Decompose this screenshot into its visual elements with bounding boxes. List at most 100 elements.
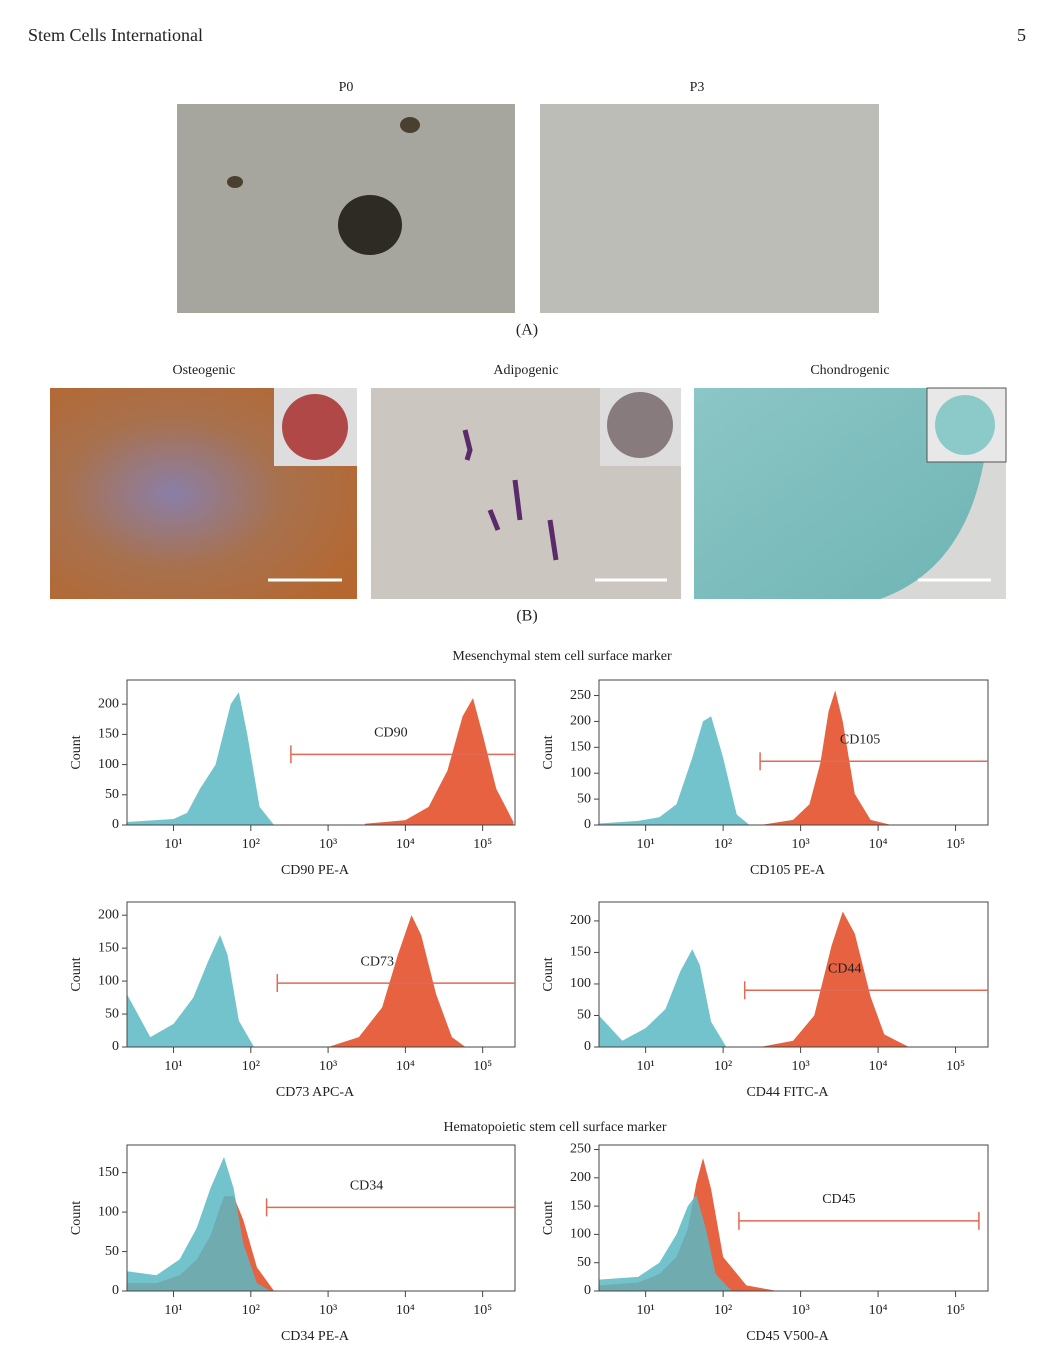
y-tick-label: 250 [570, 1142, 591, 1157]
plot-frame [598, 901, 989, 1048]
y-axis-label: Count [541, 957, 556, 991]
histogram [760, 911, 909, 1047]
y-tick-label: 200 [570, 714, 591, 729]
journal-name: Stem Cells International [28, 25, 203, 45]
y-tick-label: 150 [98, 1165, 119, 1180]
x-tick-label: 10¹ [637, 1303, 655, 1318]
x-tick-label: 10⁵ [473, 1059, 492, 1074]
gate-label: CD45 [822, 1192, 855, 1207]
x-axis-label: CD105 PE-A [750, 863, 826, 878]
x-tick-label: 10² [714, 837, 732, 852]
page-number: 5 [1017, 25, 1026, 45]
plot-frame [126, 679, 516, 826]
histogram [760, 690, 892, 825]
y-axis-label: Count [69, 957, 84, 991]
x-tick-label: 10³ [319, 1303, 337, 1318]
x-axis-label: CD90 PE-A [281, 863, 350, 878]
x-tick-label: 10⁴ [869, 837, 888, 852]
x-tick-label: 10³ [792, 837, 810, 852]
section-title: Mesenchymal stem cell surface marker [452, 649, 672, 664]
x-tick-label: 10⁴ [869, 1059, 888, 1074]
photo-p0 [177, 104, 515, 313]
histogram [127, 934, 255, 1047]
x-axis-label: CD34 PE-A [281, 1329, 350, 1344]
panel-label: Osteogenic [173, 363, 236, 378]
y-tick-label: 100 [570, 1227, 591, 1242]
histogram [364, 698, 514, 825]
x-axis-label: CD73 APC-A [276, 1085, 355, 1100]
x-tick-label: 10⁵ [946, 837, 965, 852]
x-tick-label: 10⁴ [396, 1303, 415, 1318]
x-tick-label: 10⁵ [946, 1303, 965, 1318]
x-tick-label: 10¹ [164, 837, 182, 852]
panel-label: P3 [690, 80, 705, 95]
gate-label: CD105 [840, 733, 880, 748]
y-tick-label: 200 [98, 907, 119, 922]
y-tick-label: 100 [570, 765, 591, 780]
histogram [599, 1194, 732, 1291]
y-tick-label: 50 [105, 1006, 119, 1021]
x-axis-label: CD45 V500-A [746, 1329, 829, 1344]
x-tick-label: 10⁵ [473, 837, 492, 852]
y-tick-label: 100 [98, 757, 119, 772]
y-tick-label: 0 [112, 817, 119, 832]
plot-frame [598, 679, 989, 826]
x-tick-label: 10¹ [164, 1303, 182, 1318]
y-axis-label: Count [69, 735, 84, 769]
y-tick-label: 50 [105, 787, 119, 802]
panel-label: Adipogenic [493, 363, 558, 378]
x-tick-label: 10² [242, 1059, 260, 1074]
y-tick-label: 200 [570, 1170, 591, 1185]
panel-label: P0 [339, 80, 354, 95]
plot-frame [598, 1144, 989, 1292]
x-tick-label: 10² [714, 1059, 732, 1074]
y-tick-label: 50 [577, 1255, 591, 1270]
y-tick-label: 0 [584, 1283, 591, 1298]
y-tick-label: 250 [570, 688, 591, 703]
histogram [127, 692, 275, 825]
histogram [127, 1156, 271, 1291]
y-tick-label: 50 [577, 791, 591, 806]
y-tick-label: 0 [112, 1283, 119, 1298]
x-tick-label: 10⁴ [869, 1303, 888, 1318]
y-tick-label: 0 [112, 1039, 119, 1054]
x-tick-label: 10¹ [637, 1059, 655, 1074]
photo-osteogenic [50, 388, 357, 599]
x-axis-label: CD44 FITC-A [746, 1085, 829, 1100]
y-tick-label: 100 [98, 973, 119, 988]
x-tick-label: 10³ [792, 1059, 810, 1074]
photo-p3 [540, 104, 879, 313]
x-tick-label: 10³ [319, 1059, 337, 1074]
section-title: Hematopoietic stem cell surface marker [443, 1120, 666, 1135]
y-tick-label: 150 [570, 1198, 591, 1213]
y-tick-label: 0 [584, 1039, 591, 1054]
y-tick-label: 100 [98, 1204, 119, 1219]
x-tick-label: 10² [242, 1303, 260, 1318]
histogram [599, 949, 727, 1047]
y-axis-label: Count [541, 735, 556, 769]
histogram [328, 915, 466, 1047]
x-tick-label: 10⁴ [396, 1059, 415, 1074]
x-tick-label: 10³ [792, 1303, 810, 1318]
histogram [599, 716, 750, 825]
y-tick-label: 0 [584, 817, 591, 832]
y-tick-label: 150 [98, 727, 119, 742]
y-axis-label: Count [69, 1201, 84, 1235]
photo-adipogenic [371, 388, 681, 599]
x-tick-label: 10¹ [164, 1059, 182, 1074]
x-tick-label: 10¹ [637, 837, 655, 852]
y-tick-label: 150 [570, 740, 591, 755]
caption: (B) [516, 608, 537, 625]
y-tick-label: 50 [577, 1008, 591, 1023]
y-tick-label: 200 [570, 913, 591, 928]
x-tick-label: 10² [714, 1303, 732, 1318]
photo-chondrogenic [694, 387, 1007, 599]
y-tick-label: 100 [570, 976, 591, 991]
panel-label: Chondrogenic [810, 363, 889, 378]
x-tick-label: 10² [242, 837, 260, 852]
y-tick-label: 50 [105, 1244, 119, 1259]
gate-label: CD73 [361, 954, 394, 969]
x-tick-label: 10⁴ [396, 837, 415, 852]
y-tick-label: 150 [570, 945, 591, 960]
